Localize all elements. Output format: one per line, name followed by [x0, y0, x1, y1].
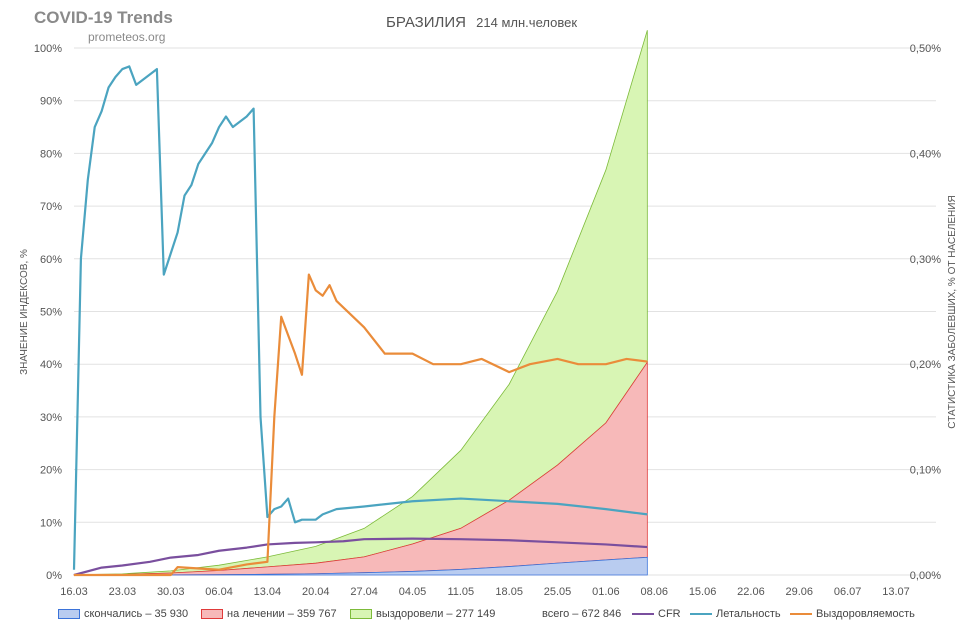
y-right-tick-label: 0,20% [910, 359, 941, 371]
y-right-tick-label: 0,10% [910, 465, 941, 477]
legend-label-recoverability: Выздоровляемость [816, 608, 915, 620]
legend-label-cfr: CFR [658, 608, 681, 620]
legend-swatch-active [201, 609, 223, 619]
y-left-tick-label: 100% [34, 43, 62, 55]
x-tick-label: 06.07 [834, 586, 862, 598]
line-recoverability [74, 273, 648, 577]
y-left-tick-label: 70% [40, 201, 62, 213]
x-tick-label: 18.05 [495, 586, 523, 598]
x-tick-label: 29.06 [786, 586, 814, 598]
y-left-tick-label: 80% [40, 148, 62, 160]
legend-item-deaths[interactable]: скончались – 35 930 [58, 608, 188, 620]
legend-item-total: всего – 672 846 [542, 608, 621, 620]
y-right-tick-label: 0,00% [910, 570, 941, 582]
legend-item-lethality[interactable]: Летальность [690, 608, 781, 620]
legend-line-cfr [632, 613, 654, 615]
legend-item-recovered[interactable]: выздоровели – 277 149 [350, 608, 495, 620]
x-tick-label: 30.03 [157, 586, 185, 598]
area-deaths [74, 556, 648, 576]
legend-label-recovered: выздоровели – 277 149 [376, 608, 496, 620]
legend-label-active: на лечении – 359 767 [227, 608, 337, 620]
legend-line-recoverability [790, 613, 812, 615]
line-lethality [72, 65, 648, 570]
legend-item-active[interactable]: на лечении – 359 767 [201, 608, 337, 620]
population-value: 214 [476, 15, 498, 30]
axes: 0% 10% 20% 30% 40% 50% 60% 70% 80% 90% 100% 0,00% 0,… [19, 43, 958, 598]
legend-item-recoverability[interactable]: Выздоровляемость [790, 608, 915, 620]
x-tick-label: 27.04 [350, 586, 378, 598]
country-name: БРАЗИЛИЯ [386, 14, 466, 31]
brand-title: COVID-19 Trends [34, 8, 173, 27]
y-right-tick-label: 0,30% [910, 254, 941, 266]
y-right-axis-label: СТАТИСТИКА ЗАБОЛЕВШИХ, % ОТ НАСЕЛЕНИЯ [947, 195, 958, 428]
y-left-tick-label: 0% [46, 570, 62, 582]
x-tick-label: 13.07 [882, 586, 910, 598]
legend-label-deaths: скончались – 35 930 [84, 608, 189, 620]
x-tick-label: 25.05 [544, 586, 572, 598]
y-left-tick-label: 90% [40, 96, 62, 108]
x-tick-label: 06.04 [205, 586, 233, 598]
grid [74, 47, 936, 576]
y-left-tick-label: 30% [40, 412, 62, 424]
line-series [72, 65, 648, 577]
population-unit: млн.человек [501, 15, 578, 30]
x-tick-label: 16.03 [60, 586, 88, 598]
y-left-tick-label: 10% [40, 517, 62, 529]
y-left-tick-label: 20% [40, 465, 62, 477]
legend-swatch-deaths [58, 609, 80, 619]
y-right-tick-label: 0,50% [910, 43, 941, 55]
x-tick-label: 20.04 [302, 586, 330, 598]
area-series [73, 30, 648, 576]
population: 214 млн.человек [476, 15, 577, 30]
y-left-tick-label: 40% [40, 359, 62, 371]
chart-title: БРАЗИЛИЯ 214 млн.человек [386, 14, 577, 31]
line-cfr [73, 537, 648, 577]
legend-label-total: всего – 672 846 [542, 608, 622, 620]
brand-site: prometeos.org [88, 30, 166, 44]
y-right-tick-label: 0,40% [910, 148, 941, 160]
x-tick-label: 11.05 [447, 586, 474, 598]
legend-line-lethality [690, 613, 712, 615]
x-tick-label: 22.06 [737, 586, 765, 598]
x-tick-label: 15.06 [689, 586, 717, 598]
x-tick-label: 13.04 [254, 586, 282, 598]
x-tick-label: 04.05 [399, 586, 427, 598]
legend-item-cfr[interactable]: CFR [632, 608, 681, 620]
x-tick-label: 23.03 [109, 586, 137, 598]
y-left-tick-label: 60% [40, 254, 62, 266]
legend-label-lethality: Летальность [716, 608, 781, 620]
legend-swatch-recovered [350, 609, 372, 619]
y-left-axis-label: ЗНАЧЕНИЕ ИНДЕКСОВ, % [19, 249, 30, 375]
y-left-tick-label: 50% [40, 307, 62, 319]
x-tick-label: 08.06 [640, 586, 668, 598]
x-tick-label: 01.06 [592, 586, 620, 598]
